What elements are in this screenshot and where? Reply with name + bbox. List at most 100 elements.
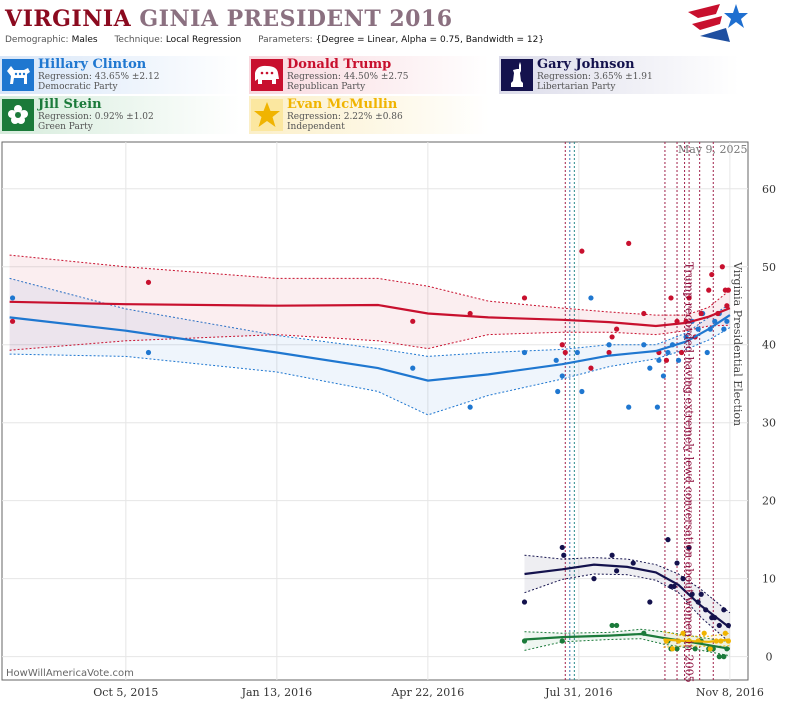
poll-point — [559, 638, 565, 644]
poll-point — [467, 310, 473, 317]
technique-value: Local Regression — [165, 35, 242, 45]
x-tick-label: Apr 22, 2016 — [390, 686, 464, 699]
lower-bound-line — [9, 327, 731, 416]
trend-line — [524, 632, 731, 650]
chart-area: 0 10 20 30 40 50 60 Oct 5, 2015 Jan 13, 2016 Apr … — [1, 141, 776, 699]
poll-point — [559, 342, 565, 348]
poll-point — [719, 264, 725, 270]
demographic-value: Males — [71, 35, 98, 45]
poll-point — [559, 373, 565, 379]
title-race: GINIA PRESIDENT 2016 — [139, 6, 453, 32]
poll-point — [647, 599, 653, 605]
candidate-name: Jill Stein — [38, 97, 102, 112]
poll-point — [410, 365, 416, 371]
candidate-party: Republican Party — [287, 82, 366, 92]
trend-line — [9, 300, 731, 328]
poll-point — [701, 630, 707, 636]
poll-point — [579, 248, 585, 254]
legend-jill-stein: Jill Stein Regression: 0.92% ±1.02 Green… — [0, 96, 240, 134]
y-tick-label: 0 — [766, 651, 773, 664]
star-flag-logo-icon — [688, 4, 748, 42]
donkey-icon — [2, 59, 34, 91]
poll-point — [680, 630, 686, 636]
parameters-label: Parameters: — [258, 35, 313, 45]
poll-point — [9, 295, 16, 301]
title-state: VIRGINIA — [5, 6, 132, 32]
candidate-name: Evan McMullin — [287, 97, 398, 112]
confidence-band — [9, 255, 730, 351]
poll-point — [722, 630, 728, 636]
candidate-party: Democratic Party — [38, 82, 118, 92]
poll-point — [561, 552, 567, 558]
upper-bound-line — [663, 631, 730, 637]
candidate-party: Green Party — [38, 122, 93, 132]
poll-point — [683, 334, 689, 340]
candidate-name: Donald Trump — [287, 57, 392, 72]
poll-point — [675, 357, 682, 363]
poll-point — [721, 607, 727, 613]
poll-point — [609, 552, 615, 558]
chart-title: VIRGINIA GINIA PRESIDENT 2016 — [5, 6, 453, 32]
poll-point — [656, 357, 662, 363]
candidate-name: Gary Johnson — [537, 57, 635, 72]
poll-point — [721, 326, 727, 332]
poll-point — [695, 326, 701, 332]
poll-point — [686, 295, 692, 301]
poll-point — [591, 576, 597, 582]
poll-point — [721, 654, 727, 660]
poll-point — [654, 404, 660, 410]
legend-gary-johnson: Gary Johnson Regression: 3.65% ±1.91 Lib… — [499, 56, 739, 94]
candidate-regression: Regression: 43.65% ±2.12 — [38, 72, 160, 82]
poll-point — [641, 342, 647, 348]
poll-point — [521, 599, 528, 605]
parameters-line: Demographic: Males Technique: Local Regres… — [5, 35, 558, 45]
poll-point — [609, 622, 615, 629]
x-tick-label: Jul 31, 2016 — [544, 686, 613, 699]
candidate-regression: Regression: 2.22% ±0.86 — [287, 112, 403, 122]
poll-point — [669, 646, 676, 652]
poll-point — [704, 349, 710, 356]
poll-point — [641, 310, 647, 317]
poll-point — [668, 295, 674, 301]
y-tick-label: 10 — [762, 573, 776, 586]
poll-point — [559, 544, 565, 551]
poll-point — [698, 310, 704, 317]
x-tick-label: Nov 8, 2016 — [696, 686, 764, 699]
trend-line — [524, 563, 731, 629]
candidate-party: Libertarian Party — [537, 82, 616, 92]
poll-point — [410, 318, 416, 324]
poll-point — [145, 349, 152, 356]
poll-point — [671, 583, 677, 590]
poll-point — [663, 357, 670, 363]
annotation-label: Virginia Presidential Election — [731, 261, 744, 426]
demographic-label: Demographic: — [5, 35, 69, 45]
poll-point — [626, 240, 632, 246]
upper-bound-line — [524, 628, 730, 643]
poll-point — [674, 646, 680, 652]
poll-point — [588, 365, 594, 371]
y-tick-label: 40 — [762, 339, 776, 352]
candidate-name: Hillary Clinton — [38, 57, 147, 72]
poll-point — [716, 622, 722, 629]
poll-point — [709, 271, 715, 278]
parameters-value: {Degree = Linear, Alpha = 0.75, Bandwidt… — [315, 35, 545, 45]
poll-point — [716, 654, 722, 660]
y-tick-label: 50 — [762, 261, 776, 274]
poll-point — [588, 295, 594, 301]
poll-point — [9, 318, 16, 324]
elephant-icon — [251, 59, 283, 91]
poll-point — [680, 576, 686, 582]
poll-point — [630, 560, 636, 566]
upper-bound-line — [9, 254, 731, 316]
poll-point — [665, 537, 671, 543]
poll-point — [724, 303, 730, 309]
lower-bound-line — [524, 573, 731, 643]
poll-point — [467, 404, 473, 410]
poll-point — [555, 388, 561, 395]
poll-point — [521, 295, 528, 301]
poll-point — [724, 318, 730, 324]
poll-point — [626, 404, 632, 410]
x-tick-label: Jan 13, 2016 — [241, 686, 313, 699]
legend-hillary-clinton: Hillary Clinton Regression: 43.65% ±2.12… — [0, 56, 240, 94]
poll-point — [614, 326, 620, 332]
